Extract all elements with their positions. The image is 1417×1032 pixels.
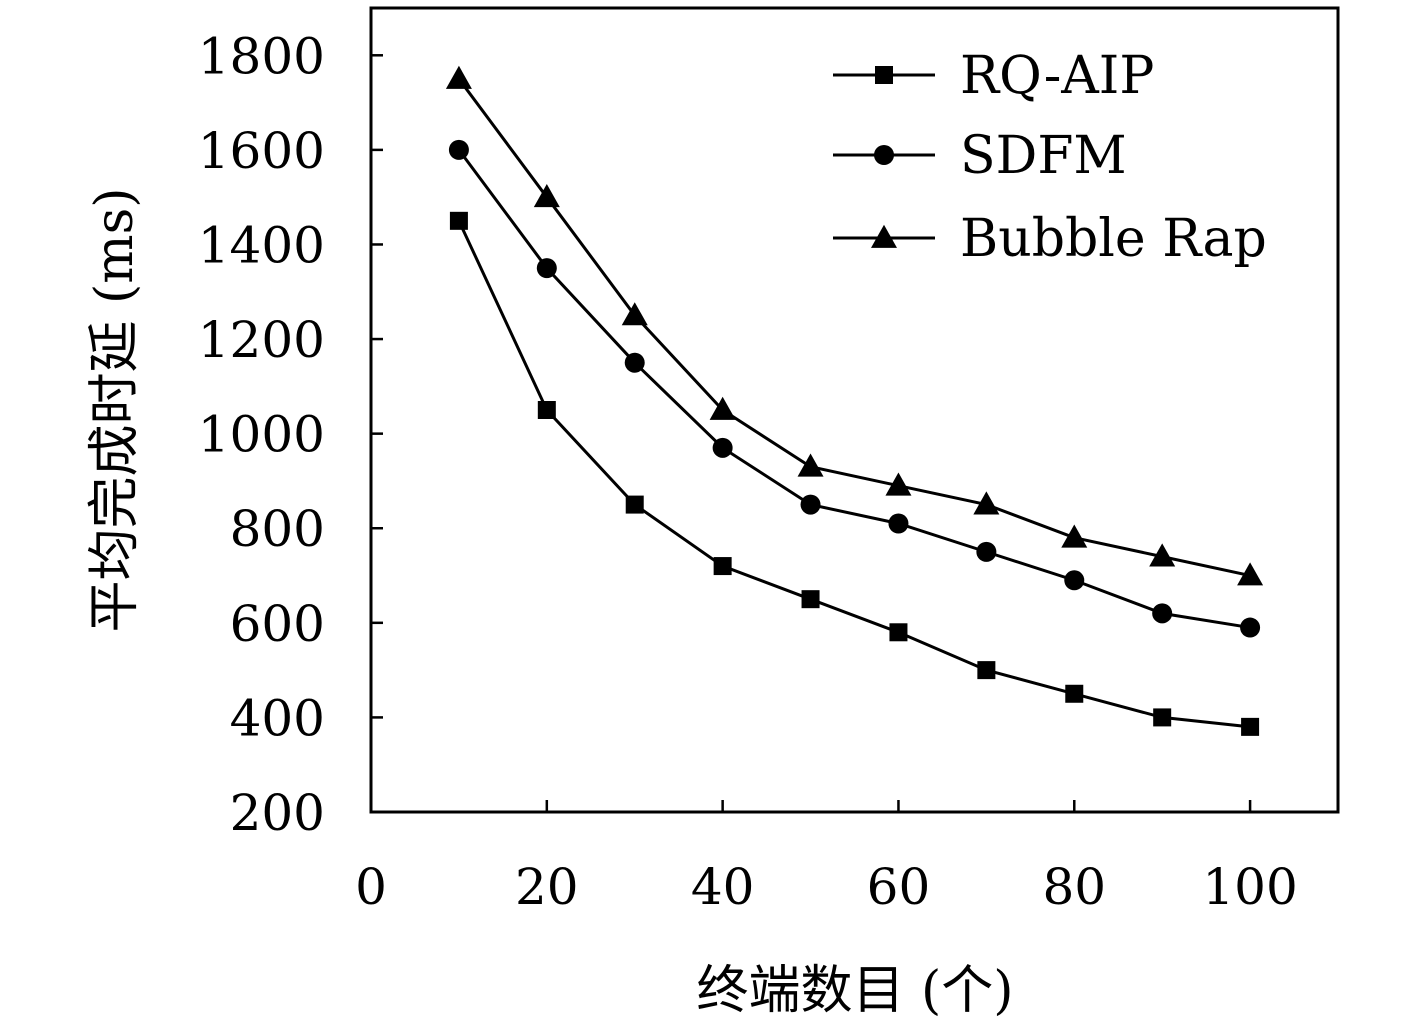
data-point-bubble-rap bbox=[709, 396, 736, 420]
data-point-bubble-rap bbox=[1149, 543, 1176, 567]
y-tick-label: 1800 bbox=[198, 27, 325, 85]
legend-marker-triangle bbox=[871, 224, 897, 248]
y-axis-title: 平均完成时延 (ms) bbox=[85, 187, 145, 632]
data-point-rq-aip bbox=[713, 557, 732, 576]
y-tick-label: 1200 bbox=[198, 311, 325, 369]
data-point-sdfm bbox=[800, 494, 821, 515]
x-tick-label: 60 bbox=[867, 858, 931, 916]
series-line-sdfm bbox=[457, 148, 1251, 630]
legend: RQ-AIP SDFM Bubble Rap bbox=[833, 46, 1267, 269]
data-point-rq-aip bbox=[449, 211, 468, 230]
legend-marker-square bbox=[875, 66, 893, 84]
legend-label: Bubble Rap bbox=[960, 209, 1267, 269]
y-tick-label: 1000 bbox=[198, 406, 325, 464]
data-point-sdfm bbox=[888, 513, 909, 534]
y-tick-label: 1600 bbox=[198, 122, 325, 180]
series-line-bubble-rap bbox=[457, 78, 1251, 577]
data-point-sdfm bbox=[1064, 570, 1085, 591]
x-tick-label: 40 bbox=[691, 858, 755, 916]
data-point-sdfm bbox=[1240, 617, 1261, 638]
series-line-rq-aip bbox=[457, 220, 1251, 729]
series-sdfm bbox=[448, 139, 1261, 638]
data-point-sdfm bbox=[712, 437, 733, 458]
data-point-bubble-rap bbox=[621, 302, 648, 326]
data-point-rq-aip bbox=[801, 590, 820, 609]
data-point-bubble-rap bbox=[797, 453, 824, 477]
data-point-rq-aip bbox=[1065, 684, 1084, 703]
plot-frame bbox=[369, 6, 1340, 814]
axes: 0 20 40 60 80 100 200 400 600 800 1000 1200 1400 1600… bbox=[198, 6, 1340, 916]
x-tick-label: 80 bbox=[1042, 858, 1106, 916]
data-point-bubble-rap bbox=[973, 491, 1000, 515]
x-tick-label: 100 bbox=[1202, 858, 1297, 916]
legend-label: SDFM bbox=[960, 126, 1127, 186]
y-tick-label: 200 bbox=[230, 784, 325, 842]
data-point-bubble-rap bbox=[445, 65, 472, 89]
series-bubble-rap bbox=[445, 65, 1264, 586]
data-point-rq-aip bbox=[977, 661, 996, 680]
legend-item-rq-aip: RQ-AIP bbox=[833, 46, 1154, 106]
data-point-sdfm bbox=[976, 541, 997, 562]
legend-item-bubble-rap: Bubble Rap bbox=[833, 209, 1267, 269]
data-point-rq-aip bbox=[1153, 708, 1172, 727]
legend-marker-circle bbox=[874, 145, 894, 165]
data-point-sdfm bbox=[536, 258, 557, 279]
x-tick-label: 20 bbox=[515, 858, 579, 916]
data-point-sdfm bbox=[1152, 603, 1173, 624]
data-point-rq-aip bbox=[1241, 717, 1260, 736]
data-point-bubble-rap bbox=[1237, 562, 1264, 586]
data-point-rq-aip bbox=[625, 495, 644, 514]
series-rq-aip bbox=[449, 211, 1260, 736]
series-layer bbox=[445, 65, 1264, 736]
legend-label: RQ-AIP bbox=[960, 46, 1154, 106]
y-tick-label: 400 bbox=[230, 689, 325, 747]
data-point-rq-aip bbox=[889, 623, 908, 642]
x-tick-label: 0 bbox=[355, 858, 387, 916]
legend-item-sdfm: SDFM bbox=[833, 126, 1127, 186]
data-point-bubble-rap bbox=[885, 472, 912, 496]
data-point-sdfm bbox=[448, 139, 469, 160]
y-tick-label: 600 bbox=[230, 595, 325, 653]
data-point-sdfm bbox=[624, 352, 645, 373]
y-tick-label: 1400 bbox=[198, 216, 325, 274]
data-point-bubble-rap bbox=[1061, 524, 1088, 548]
data-point-bubble-rap bbox=[533, 183, 560, 208]
x-axis-title: 终端数目 (个) bbox=[696, 961, 1013, 1021]
data-point-rq-aip bbox=[537, 401, 556, 419]
y-tick-label: 800 bbox=[230, 500, 325, 558]
